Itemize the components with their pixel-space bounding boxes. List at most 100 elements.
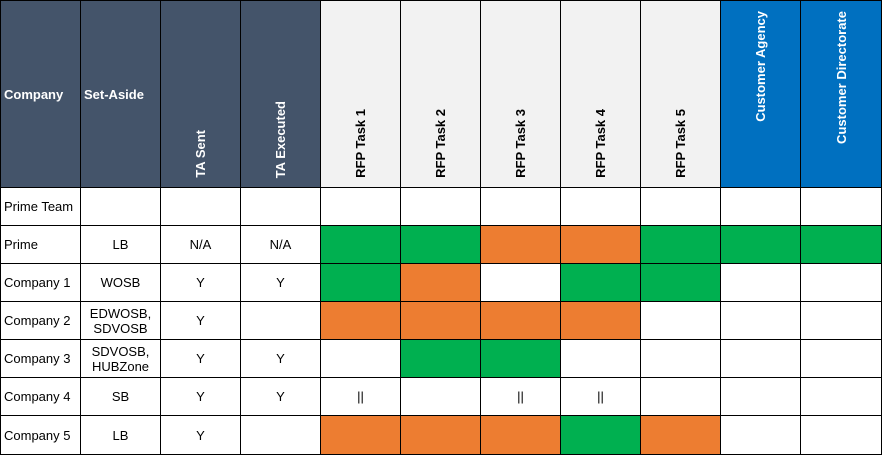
- header-customer-agency-label: Customer Agency: [753, 11, 768, 122]
- rfp-task-3-cell[interactable]: [480, 187, 561, 226]
- header-rfp-task-4-label: RFP Task 4: [593, 109, 608, 178]
- customer-directorate-cell[interactable]: [800, 377, 882, 416]
- company-cell[interactable]: Company 1: [0, 263, 81, 302]
- header-customer-agency[interactable]: Customer Agency: [720, 0, 801, 188]
- table-body: Prime Team Prime LB N/A N/A Company 1 WOSB Y Y Co…: [0, 187, 882, 455]
- customer-agency-cell[interactable]: [720, 225, 801, 264]
- rfp-task-1-cell[interactable]: [320, 225, 401, 264]
- customer-agency-cell[interactable]: [720, 377, 801, 416]
- customer-directorate-cell[interactable]: [800, 339, 882, 378]
- header-ta-executed[interactable]: TA Executed: [240, 0, 321, 188]
- ta-executed-cell[interactable]: [240, 415, 321, 455]
- rfp-task-5-cell[interactable]: [640, 415, 721, 455]
- header-company[interactable]: Company: [0, 0, 81, 188]
- ta-executed-cell[interactable]: [240, 301, 321, 340]
- rfp-task-3-cell[interactable]: [480, 415, 561, 455]
- rfp-task-3-cell[interactable]: [480, 263, 561, 302]
- set-aside-cell[interactable]: [80, 187, 161, 226]
- customer-agency-cell[interactable]: [720, 187, 801, 226]
- ta-executed-cell[interactable]: N/A: [240, 225, 321, 264]
- customer-directorate-cell[interactable]: [800, 415, 882, 455]
- set-aside-cell[interactable]: EDWOSB, SDVOSB: [80, 301, 161, 340]
- company-cell[interactable]: Company 2: [0, 301, 81, 340]
- header-company-label: Company: [4, 86, 64, 102]
- header-ta-sent[interactable]: TA Sent: [160, 0, 241, 188]
- rfp-task-3-cell[interactable]: [480, 339, 561, 378]
- company-cell[interactable]: Company 3: [0, 339, 81, 378]
- customer-agency-cell[interactable]: [720, 263, 801, 302]
- rfp-task-4-cell[interactable]: [560, 263, 641, 302]
- rfp-task-1-cell[interactable]: [320, 339, 401, 378]
- rfp-task-2-cell[interactable]: [400, 377, 481, 416]
- rfp-task-4-cell[interactable]: [560, 225, 641, 264]
- rfp-task-4-cell[interactable]: [560, 301, 641, 340]
- rfp-task-2-cell[interactable]: [400, 415, 481, 455]
- customer-agency-cell[interactable]: [720, 415, 801, 455]
- customer-agency-cell[interactable]: [720, 339, 801, 378]
- set-aside-cell[interactable]: SB: [80, 377, 161, 416]
- table-row: Company 3 SDVOSB, HUBZone Y Y: [0, 339, 882, 378]
- rfp-task-3-cell[interactable]: [480, 225, 561, 264]
- header-rfp-task-1-label: RFP Task 1: [353, 109, 368, 178]
- rfp-task-2-cell[interactable]: [400, 301, 481, 340]
- rfp-task-5-cell[interactable]: [640, 301, 721, 340]
- rfp-task-3-cell[interactable]: ||: [480, 377, 561, 416]
- header-rfp-task-5-label: RFP Task 5: [673, 109, 688, 178]
- customer-directorate-cell[interactable]: [800, 225, 882, 264]
- header-rfp-task-3[interactable]: RFP Task 3: [480, 0, 561, 188]
- rfp-task-1-cell[interactable]: [320, 187, 401, 226]
- rfp-task-1-cell[interactable]: [320, 415, 401, 455]
- set-aside-cell[interactable]: LB: [80, 415, 161, 455]
- header-set-aside[interactable]: Set-Aside: [80, 0, 161, 188]
- rfp-task-4-cell[interactable]: [560, 415, 641, 455]
- table-row: Prime Team: [0, 187, 882, 226]
- ta-sent-cell[interactable]: N/A: [160, 225, 241, 264]
- customer-directorate-cell[interactable]: [800, 263, 882, 302]
- rfp-task-4-cell[interactable]: [560, 339, 641, 378]
- ta-sent-cell[interactable]: [160, 187, 241, 226]
- company-cell[interactable]: Prime: [0, 225, 81, 264]
- company-cell[interactable]: Company 5: [0, 415, 81, 455]
- ta-sent-cell[interactable]: Y: [160, 301, 241, 340]
- set-aside-cell[interactable]: LB: [80, 225, 161, 264]
- header-ta-executed-label: TA Executed: [273, 100, 288, 178]
- rfp-task-5-cell[interactable]: [640, 225, 721, 264]
- ta-executed-cell[interactable]: [240, 187, 321, 226]
- ta-sent-cell[interactable]: Y: [160, 263, 241, 302]
- table-row: Company 5 LB Y: [0, 415, 882, 455]
- company-cell[interactable]: Company 4: [0, 377, 81, 416]
- rfp-task-4-cell[interactable]: ||: [560, 377, 641, 416]
- header-rfp-task-4[interactable]: RFP Task 4: [560, 0, 641, 188]
- header-rfp-task-2-label: RFP Task 2: [433, 109, 448, 178]
- rfp-task-2-cell[interactable]: [400, 225, 481, 264]
- table-row: Prime LB N/A N/A: [0, 225, 882, 264]
- customer-agency-cell[interactable]: [720, 301, 801, 340]
- rfp-task-1-cell[interactable]: [320, 301, 401, 340]
- rfp-task-5-cell[interactable]: [640, 339, 721, 378]
- rfp-task-1-cell[interactable]: ||: [320, 377, 401, 416]
- rfp-task-5-cell[interactable]: [640, 187, 721, 226]
- ta-executed-cell[interactable]: Y: [240, 263, 321, 302]
- ta-sent-cell[interactable]: Y: [160, 415, 241, 455]
- ta-executed-cell[interactable]: Y: [240, 377, 321, 416]
- header-rfp-task-1[interactable]: RFP Task 1: [320, 0, 401, 188]
- rfp-task-2-cell[interactable]: [400, 339, 481, 378]
- header-rfp-task-2[interactable]: RFP Task 2: [400, 0, 481, 188]
- rfp-task-1-cell[interactable]: [320, 263, 401, 302]
- header-customer-directorate[interactable]: Customer Directorate: [800, 0, 882, 188]
- rfp-task-5-cell[interactable]: [640, 263, 721, 302]
- rfp-task-2-cell[interactable]: [400, 263, 481, 302]
- header-rfp-task-5[interactable]: RFP Task 5: [640, 0, 721, 188]
- rfp-task-3-cell[interactable]: [480, 301, 561, 340]
- set-aside-cell[interactable]: WOSB: [80, 263, 161, 302]
- company-cell[interactable]: Prime Team: [0, 187, 81, 226]
- rfp-task-4-cell[interactable]: [560, 187, 641, 226]
- rfp-task-5-cell[interactable]: [640, 377, 721, 416]
- ta-sent-cell[interactable]: Y: [160, 377, 241, 416]
- set-aside-cell[interactable]: SDVOSB, HUBZone: [80, 339, 161, 378]
- customer-directorate-cell[interactable]: [800, 301, 882, 340]
- ta-executed-cell[interactable]: Y: [240, 339, 321, 378]
- ta-sent-cell[interactable]: Y: [160, 339, 241, 378]
- rfp-task-2-cell[interactable]: [400, 187, 481, 226]
- customer-directorate-cell[interactable]: [800, 187, 882, 226]
